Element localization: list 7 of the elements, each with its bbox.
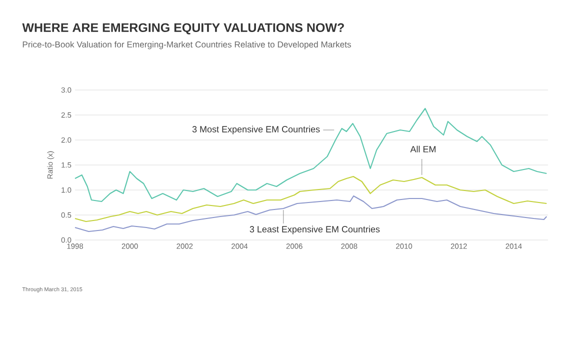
line-series <box>74 108 548 202</box>
series-label: 3 Least Expensive EM Countries <box>250 226 380 234</box>
chart-subtitle: Price-to-Book Valuation for Emerging-Market Countries Relative to Developed Markets <box>22 41 352 50</box>
series-label: 3 Most Expensive EM Countries <box>192 126 320 134</box>
text: All EM <box>410 146 436 152</box>
chart-title: WHERE ARE EMERGING EQUITY VALUATIONS NOW? <box>22 23 344 34</box>
line-series <box>74 176 548 222</box>
